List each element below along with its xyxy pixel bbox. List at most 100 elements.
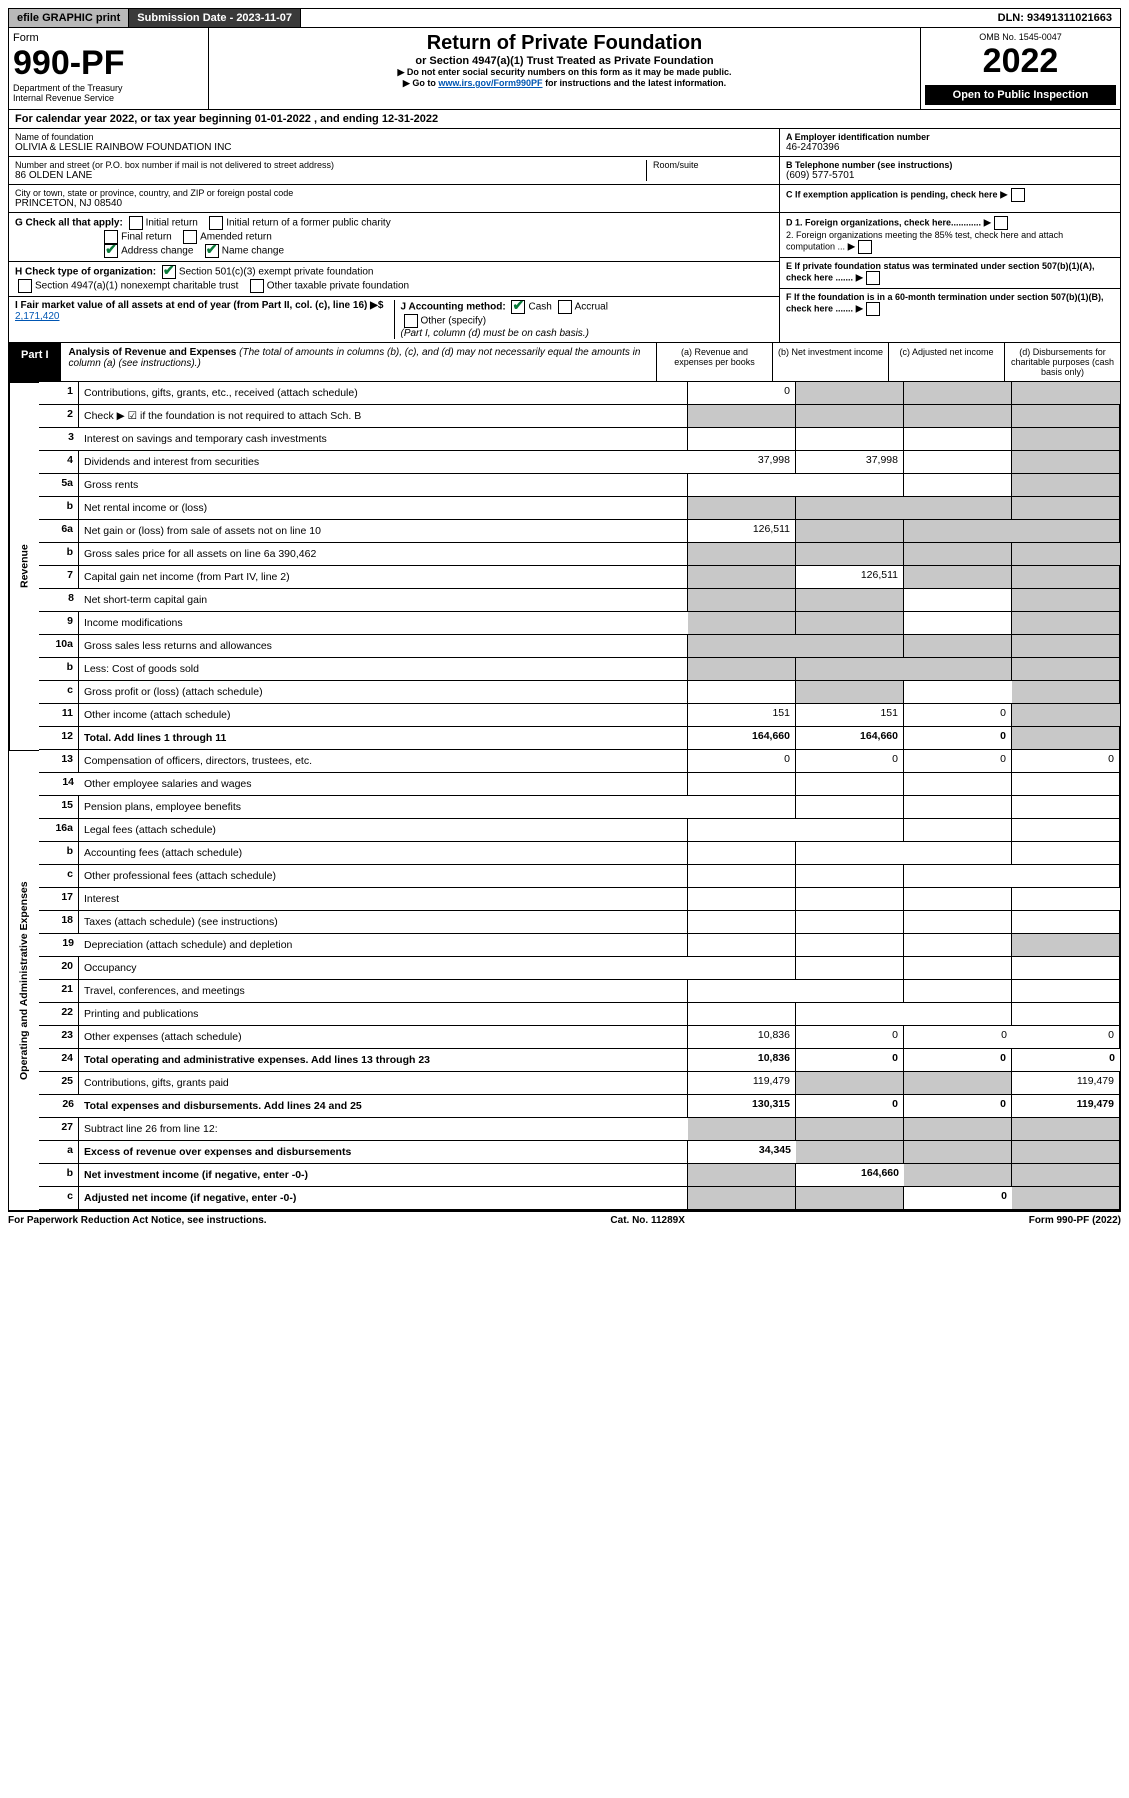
city-state-zip: PRINCETON, NJ 08540 [15, 198, 773, 209]
cell-11-b: 151 [796, 704, 904, 727]
cell-14-d [1012, 773, 1120, 796]
j-accrual-cb[interactable] [558, 300, 572, 314]
cell-15-d [1012, 796, 1120, 819]
cell-5a-a [688, 474, 796, 497]
cell-7-d [1012, 566, 1120, 589]
col-c-header: (c) Adjusted net income [888, 343, 1004, 381]
h-501c3-cb[interactable] [162, 265, 176, 279]
j-other-label: Other (specify) [421, 316, 487, 327]
part1-label: Part I [9, 343, 61, 381]
e-checkbox[interactable] [866, 271, 880, 285]
cell-2-d [1012, 405, 1120, 428]
cell-18-c [904, 911, 1012, 934]
line-desc: Other employee salaries and wages [79, 773, 688, 796]
name-change-cb[interactable] [205, 244, 219, 258]
line-desc: Net gain or (loss) from sale of assets n… [79, 520, 688, 543]
cat-no: Cat. No. 11289X [610, 1215, 684, 1226]
line-desc: Income modifications [79, 612, 688, 635]
cell-20-a [688, 957, 796, 980]
form-title: Return of Private Foundation [213, 32, 916, 55]
line-no: 15 [39, 796, 79, 819]
cell-27-c [904, 1118, 1012, 1141]
cell-21-c [904, 980, 1012, 1003]
line-no: 14 [39, 773, 79, 796]
cell-b-b [796, 842, 904, 865]
d2-checkbox[interactable] [858, 240, 872, 254]
cell-14-b [796, 773, 904, 796]
address-change-cb[interactable] [104, 244, 118, 258]
col-d-header: (d) Disbursements for charitable purpose… [1004, 343, 1120, 381]
cell-b-d [1012, 543, 1120, 566]
ein-value: 46-2470396 [786, 142, 1114, 153]
cell-15-a [688, 796, 796, 819]
cell-11-c: 0 [904, 704, 1012, 727]
line-desc: Less: Cost of goods sold [79, 658, 688, 681]
line-no: c [39, 1187, 79, 1210]
d1-label: D 1. Foreign organizations, check here..… [786, 217, 981, 227]
foundation-name: OLIVIA & LESLIE RAINBOW FOUNDATION INC [15, 142, 773, 153]
cell-c-c [904, 865, 1012, 888]
cell-18-a [688, 911, 796, 934]
line-no: c [39, 865, 79, 888]
dept-treasury: Department of the Treasury [13, 83, 204, 93]
goto-note: ▶ Go to www.irs.gov/Form990PF for instru… [213, 78, 916, 89]
cell-b-b [796, 658, 904, 681]
form990pf-link[interactable]: www.irs.gov/Form990PF [438, 78, 542, 88]
part1-title: Analysis of Revenue and Expenses [69, 347, 237, 358]
h-4947-cb[interactable] [18, 279, 32, 293]
line-desc: Other professional fees (attach schedule… [79, 865, 688, 888]
h-label: H Check type of organization: [15, 267, 156, 278]
j-other-cb[interactable] [404, 314, 418, 328]
line-desc: Subtract line 26 from line 12: [79, 1118, 688, 1141]
cell-17-b [796, 888, 904, 911]
cell-a-c [904, 1141, 1012, 1164]
line-desc: Depreciation (attach schedule) and deple… [79, 934, 688, 957]
identity-block: Name of foundation OLIVIA & LESLIE RAINB… [8, 129, 1121, 213]
cell-7-a [688, 566, 796, 589]
d1-checkbox[interactable] [994, 216, 1008, 230]
cell-1-c [904, 382, 1012, 405]
cell-4-b: 37,998 [796, 451, 904, 474]
h-other-cb[interactable] [250, 279, 264, 293]
line-desc: Excess of revenue over expenses and disb… [79, 1141, 688, 1164]
cell-6a-b [796, 520, 904, 543]
cell-22-b [796, 1003, 904, 1026]
f-label: F If the foundation is in a 60-month ter… [786, 292, 1104, 313]
line-desc: Other income (attach schedule) [79, 704, 688, 727]
amended-return-cb[interactable] [183, 230, 197, 244]
line-desc: Check ▶ ☑ if the foundation is not requi… [79, 405, 688, 428]
line-no: 9 [39, 612, 79, 635]
d2-label: 2. Foreign organizations meeting the 85%… [786, 230, 1063, 251]
initial-return-cb[interactable] [129, 216, 143, 230]
name-change-label: Name change [222, 246, 284, 257]
cell-b-d [1012, 842, 1120, 865]
cell-20-b [796, 957, 904, 980]
cell-25-a: 119,479 [688, 1072, 796, 1095]
line-desc: Gross profit or (loss) (attach schedule) [79, 681, 688, 704]
line-no: 25 [39, 1072, 79, 1095]
cal-mid: , and ending [314, 113, 382, 125]
cell-6a-c [904, 520, 1012, 543]
address-change-label: Address change [121, 246, 193, 257]
cell-8-d [1012, 589, 1120, 612]
j-cash-cb[interactable] [511, 300, 525, 314]
cell-25-d: 119,479 [1012, 1072, 1120, 1095]
line-desc: Net investment income (if negative, ente… [79, 1164, 688, 1187]
f-checkbox[interactable] [866, 302, 880, 316]
city-label: City or town, state or province, country… [15, 188, 773, 198]
check-section: G Check all that apply: Initial return I… [8, 213, 1121, 343]
cell-8-b [796, 589, 904, 612]
line-no: 16a [39, 819, 79, 842]
col-b-header: (b) Net investment income [772, 343, 888, 381]
cell-9-b [796, 612, 904, 635]
line-desc: Occupancy [79, 957, 688, 980]
c-checkbox[interactable] [1011, 188, 1025, 202]
cell-27-a [688, 1118, 796, 1141]
fmv-link[interactable]: 2,171,420 [15, 311, 60, 322]
line-desc: Taxes (attach schedule) (see instruction… [79, 911, 688, 934]
line-desc: Gross rents [79, 474, 688, 497]
line-desc: Interest on savings and temporary cash i… [79, 428, 688, 451]
line-desc: Total operating and administrative expen… [79, 1049, 688, 1072]
initial-former-cb[interactable] [209, 216, 223, 230]
cell-26-d: 119,479 [1012, 1095, 1120, 1118]
